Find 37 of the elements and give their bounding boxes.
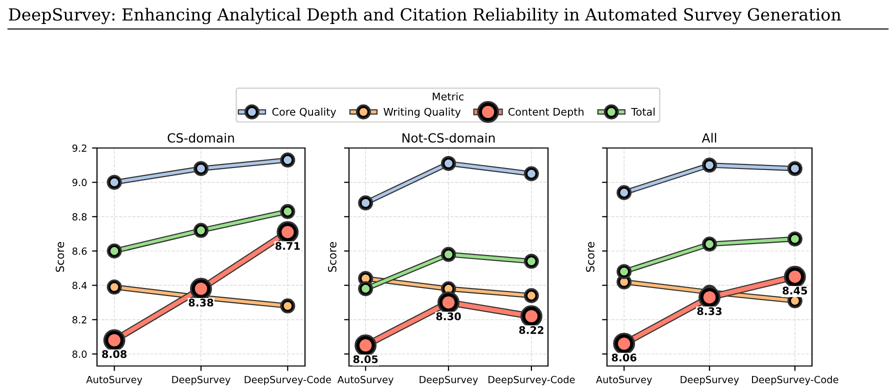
x-tick-label: DeepSurvey-Code — [488, 376, 575, 386]
data-label: 8.06 — [612, 354, 636, 362]
x-tick-label: DeepSurvey — [420, 376, 478, 386]
x-tick-label: DeepSurvey-Code — [244, 376, 331, 386]
x-tick-label: AutoSurvey — [596, 376, 652, 386]
y-axis-title: Score — [328, 242, 336, 272]
data-label: 8.22 — [519, 326, 544, 334]
y-tick-label: 8.6 — [72, 247, 87, 255]
x-tick-label: DeepSurvey — [172, 376, 230, 386]
y-tick-label: 9.2 — [72, 144, 86, 152]
y-axis-title: Score — [586, 242, 594, 272]
data-label: 8.05 — [353, 355, 378, 364]
legend-label: Content Depth — [508, 108, 584, 118]
legend-title: Metric — [432, 92, 464, 100]
y-tick-label: 8.4 — [72, 282, 87, 290]
x-tick-label: DeepSurvey — [680, 376, 739, 386]
data-label: 8.45 — [782, 286, 808, 295]
y-tick-label: 9.0 — [72, 178, 87, 186]
data-label: 8.08 — [102, 350, 127, 358]
y-axis-title: Score — [56, 242, 64, 272]
x-tick-label: AutoSurvey — [86, 376, 142, 386]
legend-label: Writing Quality — [384, 108, 461, 118]
data-label: 8.71 — [275, 242, 300, 250]
text: DeepSurvey: Enhancing Analytical Depth and Citation Reliability in Automated Survey Generation — [8, 8, 841, 24]
data-label: 8.33 — [697, 307, 722, 316]
data-label: 8.38 — [188, 298, 214, 307]
y-tick-label: 8.8 — [72, 213, 87, 220]
x-tick-label: AutoSurvey — [337, 376, 394, 386]
legend-label: Total — [631, 108, 655, 116]
chart-title: All — [702, 132, 716, 142]
y-tick-label: 8.0 — [72, 350, 87, 358]
chart-title: CS-domain — [168, 132, 234, 143]
x-tick-label: DeepSurvey-Code — [752, 376, 838, 386]
legend-label: Core Quality — [272, 108, 336, 118]
y-tick-label: 8.2 — [72, 316, 86, 324]
data-label: 8.30 — [436, 312, 461, 320]
chart-title: Not-CS-domain — [402, 132, 495, 143]
